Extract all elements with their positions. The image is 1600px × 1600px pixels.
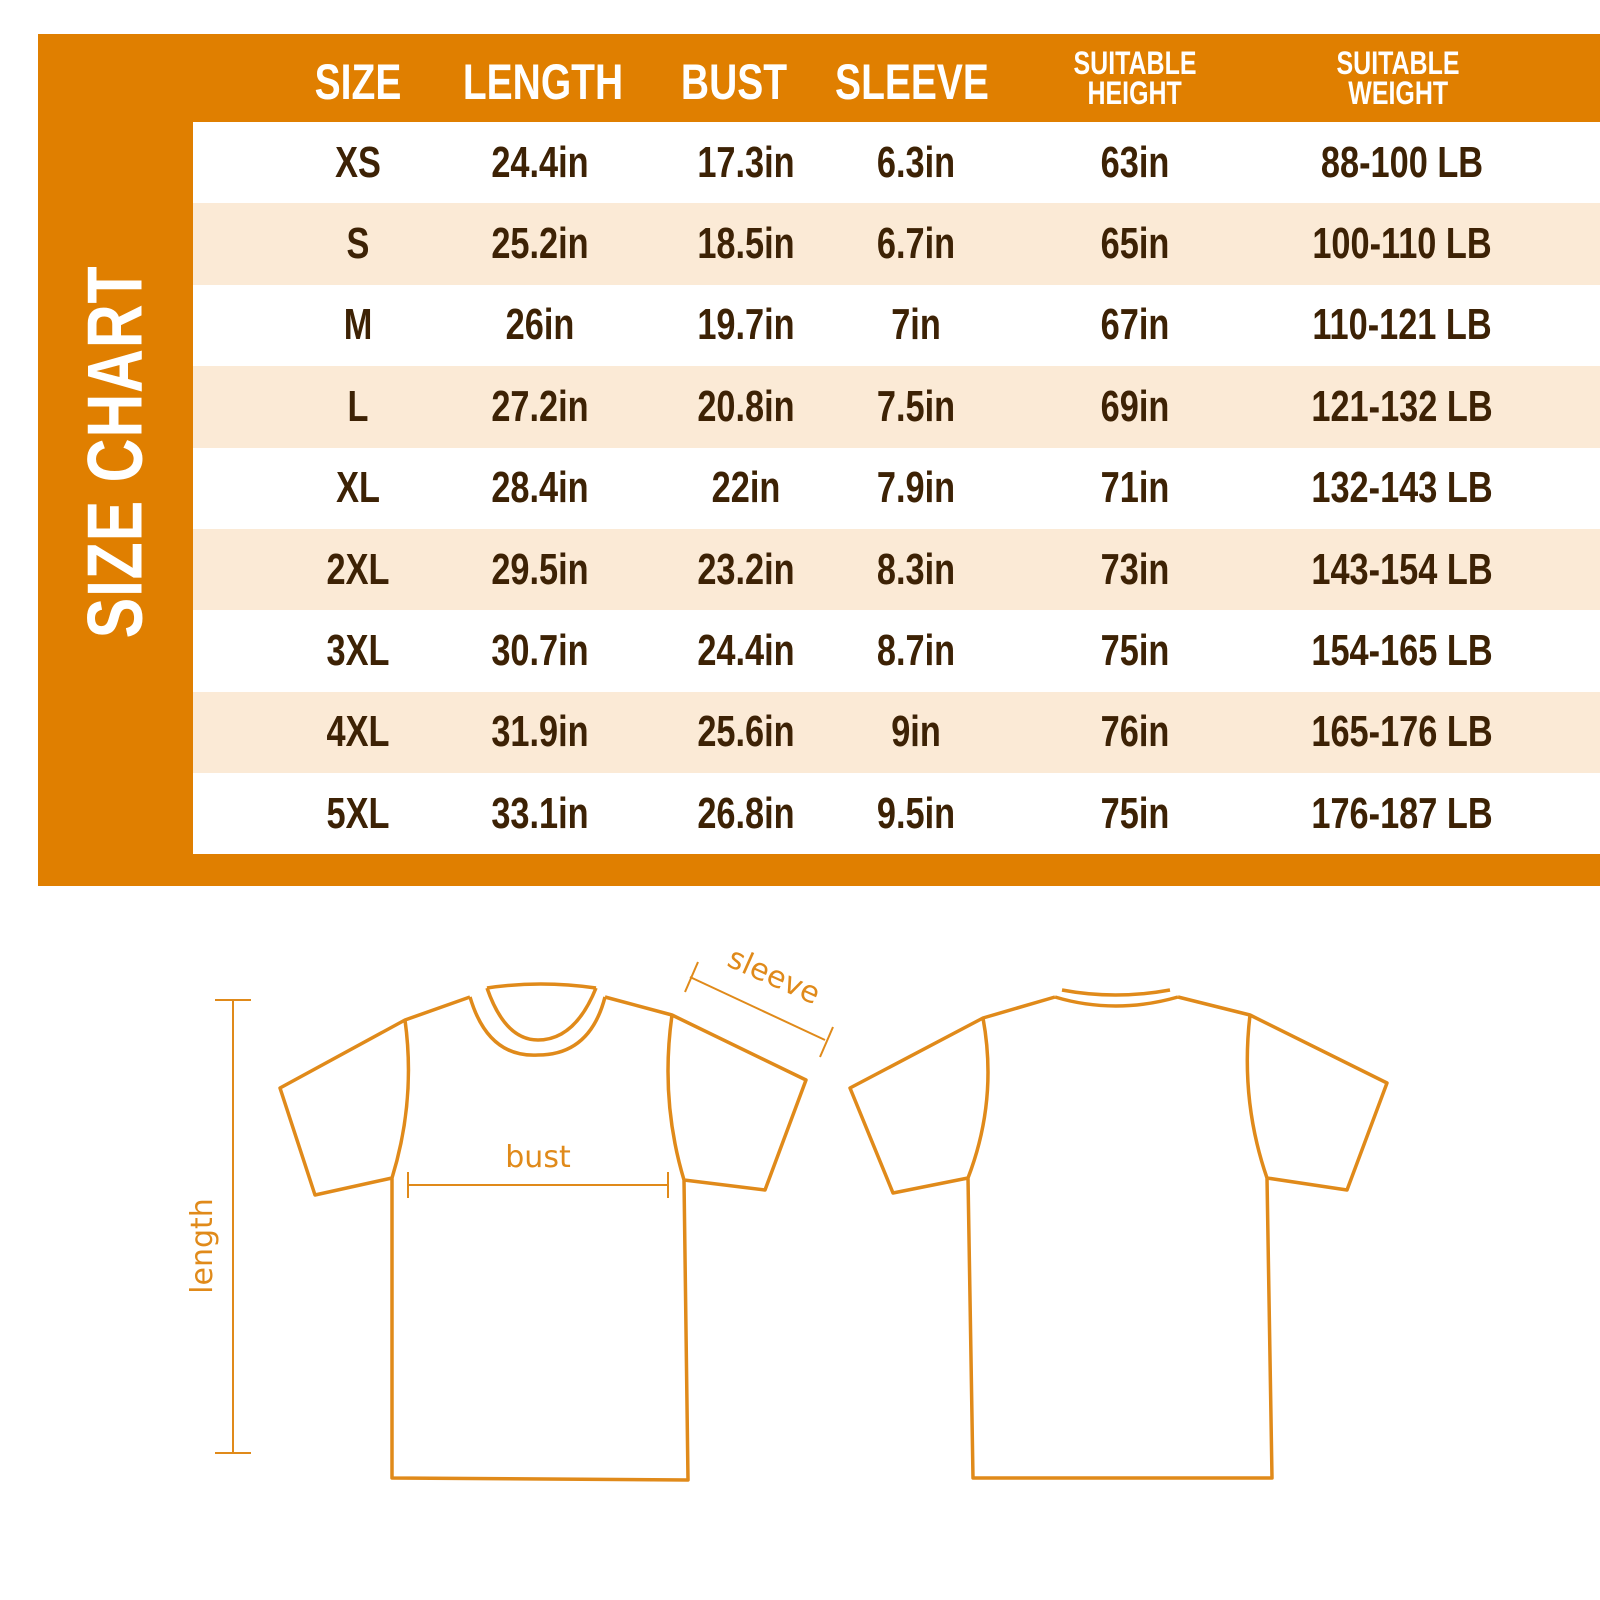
cell-height: 75in: [1100, 788, 1170, 838]
cell-weight: 176-187 LB: [1311, 788, 1493, 838]
table-row: 4XL 31.9in 25.6in 9in 76in 165-176 LB: [193, 691, 1600, 774]
cell-size: M: [343, 300, 373, 350]
header-sleeve: SLEEVE: [835, 54, 989, 110]
sleeve-label: sleeve: [722, 941, 825, 1012]
cell-sleeve: 6.3in: [876, 137, 956, 187]
cell-height: 67in: [1100, 300, 1170, 350]
cell-size: XS: [335, 137, 381, 187]
table-row: 5XL 33.1in 26.8in 9.5in 75in 176-187 LB: [193, 773, 1600, 854]
cell-length: 30.7in: [491, 626, 589, 676]
cell-size: 4XL: [326, 707, 390, 757]
cell-sleeve: 7.9in: [876, 463, 956, 513]
front-tshirt-outline: [278, 995, 808, 1482]
cell-size: 5XL: [326, 788, 390, 838]
header-suitable-height: SUITABLE HEIGHT: [1073, 45, 1197, 111]
table-row: XL 28.4in 22in 7.9in 71in 132-143 LB: [193, 448, 1600, 529]
header-suitable-weight: SUITABLE WEIGHT: [1336, 45, 1460, 111]
table-row: S 25.2in 18.5in 6.7in 65in 100-110 LB: [193, 203, 1600, 285]
back-tshirt-outline: [848, 988, 1389, 1480]
cell-bust: 17.3in: [697, 137, 795, 187]
cell-sleeve: 8.7in: [876, 626, 956, 676]
table-row: XS 24.4in 17.3in 6.3in 63in 88-100 LB: [193, 122, 1600, 203]
cell-height: 71in: [1100, 463, 1170, 513]
cell-bust: 23.2in: [697, 544, 795, 594]
cell-height: 76in: [1100, 707, 1170, 757]
cell-sleeve: 8.3in: [876, 544, 956, 594]
cell-bust: 18.5in: [697, 219, 795, 269]
bust-label: bust: [505, 1140, 571, 1175]
cell-bust: 20.8in: [697, 381, 795, 431]
cell-sleeve: 6.7in: [876, 219, 956, 269]
cell-size: 3XL: [326, 626, 390, 676]
cell-bust: 26.8in: [697, 788, 795, 838]
cell-length: 28.4in: [491, 463, 589, 513]
cell-weight: 154-165 LB: [1311, 626, 1493, 676]
size-table: XS 24.4in 17.3in 6.3in 63in 88-100 LB S 25.2in 1…: [193, 122, 1600, 854]
header-length: LENGTH: [462, 54, 624, 110]
table-row: L 27.2in 20.8in 7.5in 69in 121-132 LB: [193, 366, 1600, 448]
sleeve-measure-line: [689, 976, 826, 1041]
front-collar: [468, 982, 607, 1057]
cell-height: 65in: [1100, 219, 1170, 269]
cell-size: XL: [336, 463, 380, 513]
cell-weight: 100-110 LB: [1312, 219, 1492, 269]
cell-weight: 110-121 LB: [1312, 300, 1492, 350]
cell-height: 73in: [1100, 544, 1170, 594]
cell-length: 31.9in: [491, 707, 589, 757]
cell-sleeve: 7.5in: [876, 381, 956, 431]
table-row: M 26in 19.7in 7in 67in 110-121 LB: [193, 285, 1600, 366]
cell-size: S: [346, 219, 370, 269]
cell-weight: 121-132 LB: [1311, 381, 1493, 431]
cell-length: 33.1in: [491, 788, 589, 838]
cell-weight: 132-143 LB: [1311, 463, 1493, 513]
cell-length: 24.4in: [491, 137, 589, 187]
cell-bust: 25.6in: [697, 707, 795, 757]
cell-height: 63in: [1100, 137, 1170, 187]
cell-weight: 88-100 LB: [1320, 137, 1484, 187]
table-row: 3XL 30.7in 24.4in 8.7in 75in 154-165 LB: [193, 610, 1600, 691]
cell-weight: 165-176 LB: [1311, 707, 1493, 757]
header-size: SIZE: [314, 54, 402, 110]
cell-sleeve: 9in: [891, 707, 941, 757]
length-label: length: [185, 1198, 220, 1294]
cell-length: 27.2in: [491, 381, 589, 431]
cell-length: 25.2in: [491, 219, 589, 269]
cell-length: 26in: [505, 300, 575, 350]
cell-size: 2XL: [326, 544, 390, 594]
table-row: 2XL 29.5in 23.2in 8.3in 73in 143-154 LB: [193, 529, 1600, 611]
cell-height: 69in: [1100, 381, 1170, 431]
cell-sleeve: 7in: [891, 300, 941, 350]
cell-weight: 143-154 LB: [1311, 544, 1493, 594]
cell-size: L: [347, 381, 369, 431]
header-bust: BUST: [680, 54, 788, 110]
cell-bust: 24.4in: [697, 626, 795, 676]
cell-bust: 22in: [711, 463, 781, 513]
cell-sleeve: 9.5in: [876, 788, 956, 838]
cell-height: 75in: [1100, 626, 1170, 676]
cell-bust: 19.7in: [697, 300, 795, 350]
cell-length: 29.5in: [491, 544, 589, 594]
